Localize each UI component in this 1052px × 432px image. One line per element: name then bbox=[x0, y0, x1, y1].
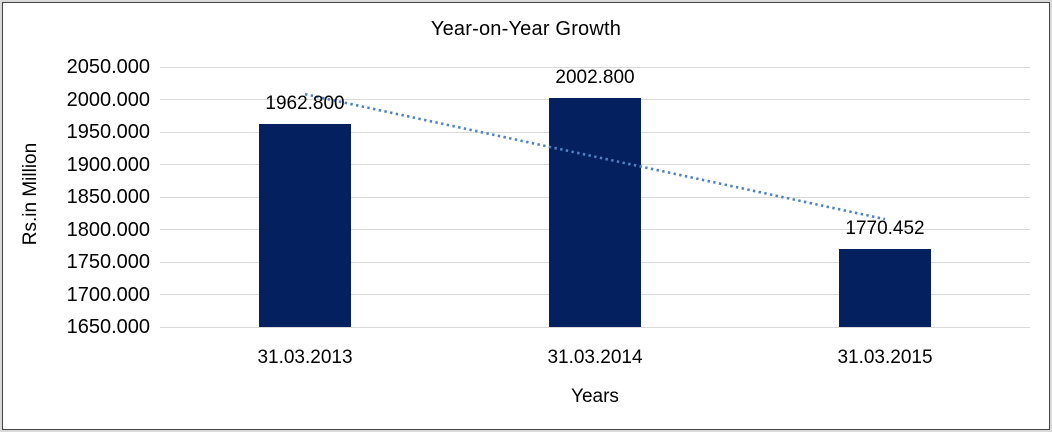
y-axis-tick-label: 1750.000 bbox=[66, 251, 150, 273]
bar-31.03.2015[interactable] bbox=[839, 248, 931, 327]
data-label: 2002.800 bbox=[555, 66, 635, 88]
y-axis-tick-label: 1800.000 bbox=[66, 218, 150, 241]
x-axis-tick-label: 31.03.2014 bbox=[547, 347, 643, 368]
y-axis-tick-label: 1650.000 bbox=[66, 316, 150, 338]
data-label: 1962.800 bbox=[265, 92, 345, 114]
x-axis-title: Years bbox=[571, 386, 619, 407]
bar-31.03.2014[interactable] bbox=[549, 97, 641, 327]
gridline bbox=[160, 66, 1030, 68]
y-axis-tick-label: 1700.000 bbox=[66, 283, 150, 306]
bar-31.03.2013[interactable] bbox=[259, 123, 351, 327]
x-axis-tick-label: 31.03.2013 bbox=[257, 347, 353, 368]
y-axis-tick-label: 1850.000 bbox=[66, 186, 150, 208]
x-axis-tick-label: 31.03.2015 bbox=[837, 347, 933, 368]
data-label: 1770.452 bbox=[845, 217, 925, 239]
y-axis-tick-label: 1950.000 bbox=[66, 121, 150, 143]
y-axis-tick-label: 1900.000 bbox=[66, 153, 150, 176]
chart-title: Year-on-Year Growth bbox=[430, 18, 622, 40]
y-axis-tick-label: 2050.000 bbox=[66, 56, 150, 78]
y-axis-tick-label: 2000.000 bbox=[66, 88, 150, 111]
gridline bbox=[160, 326, 1030, 328]
